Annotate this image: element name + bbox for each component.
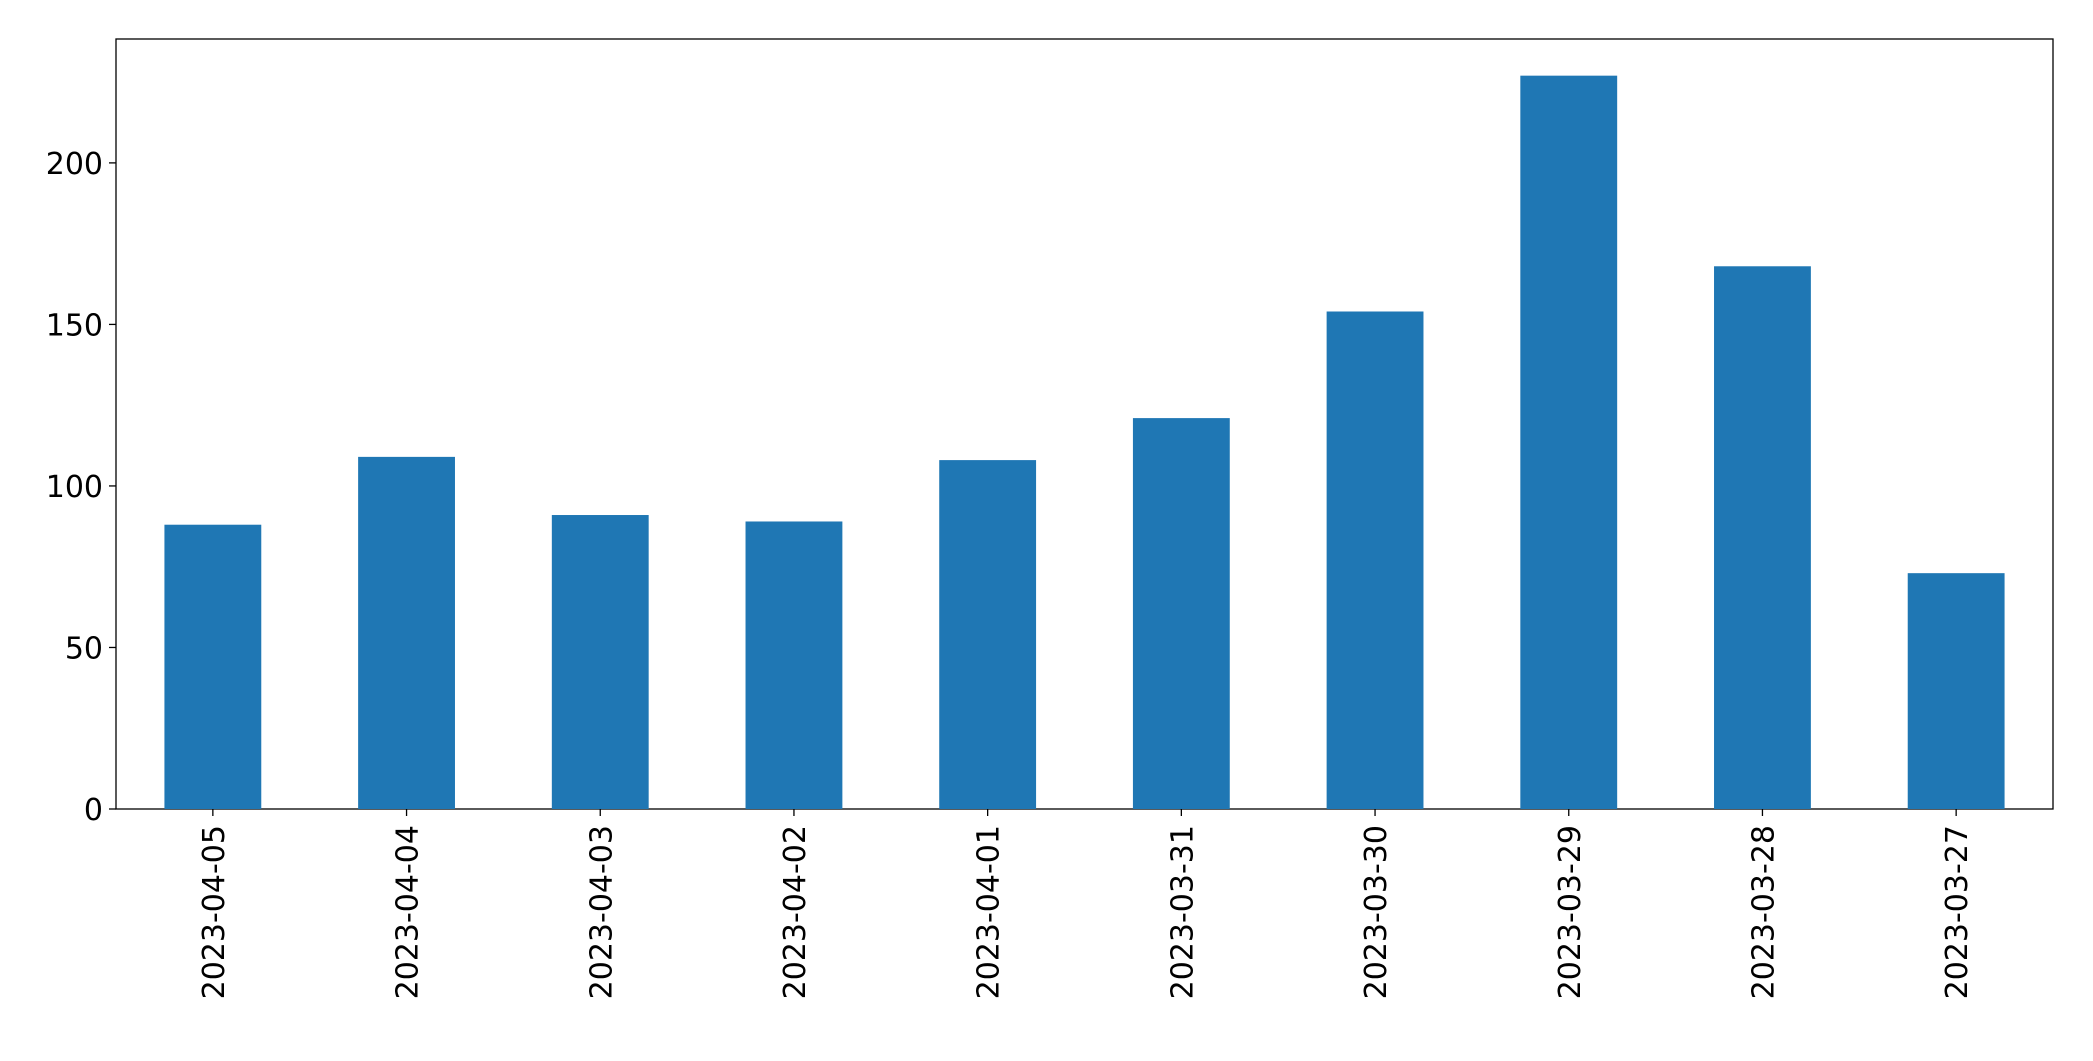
y-tick-label: 100 bbox=[46, 470, 103, 505]
y-tick-label: 50 bbox=[65, 631, 103, 666]
y-tick-label: 0 bbox=[84, 793, 103, 828]
y-tick-label: 200 bbox=[46, 147, 103, 182]
x-tick-label: 2023-03-30 bbox=[1359, 825, 1394, 999]
x-tick-label: 2023-04-05 bbox=[197, 825, 232, 999]
x-tick-label: 2023-04-04 bbox=[391, 825, 426, 999]
x-tick-label: 2023-03-31 bbox=[1165, 825, 1200, 999]
x-tick-label: 2023-04-01 bbox=[972, 825, 1007, 999]
y-tick-label: 150 bbox=[46, 308, 103, 343]
bar bbox=[1714, 266, 1811, 810]
bar bbox=[551, 515, 649, 809]
bar bbox=[164, 524, 262, 809]
bar bbox=[358, 456, 455, 809]
plot-frame bbox=[115, 38, 2054, 810]
bar bbox=[1520, 75, 1618, 809]
x-tick-label: 2023-04-02 bbox=[778, 825, 813, 999]
x-tick-label: 2023-04-03 bbox=[584, 825, 619, 999]
x-tick-label: 2023-03-27 bbox=[1940, 825, 1975, 999]
bar bbox=[939, 460, 1037, 809]
bar bbox=[1132, 418, 1230, 809]
bar bbox=[1907, 573, 2005, 809]
x-tick-label: 2023-03-29 bbox=[1553, 825, 1588, 999]
bar bbox=[1326, 311, 1424, 809]
x-tick-label: 2023-03-28 bbox=[1746, 825, 1781, 999]
bar bbox=[745, 521, 843, 809]
